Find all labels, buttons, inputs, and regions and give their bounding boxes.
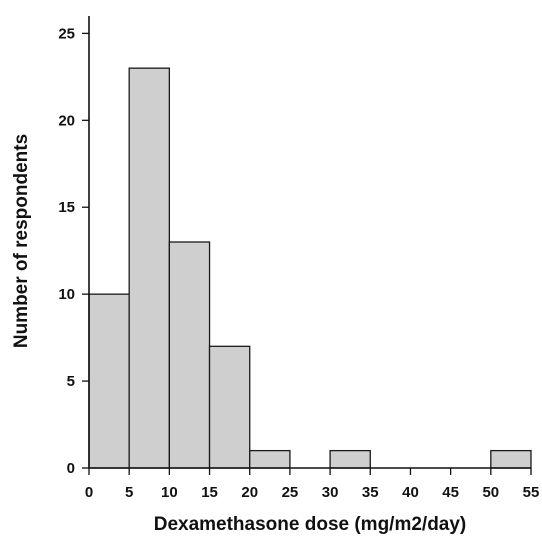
y-tick-label: 0 — [67, 460, 75, 477]
bar-0-5 — [88, 293, 130, 469]
x-axis-title: Dexamethasone dose (mg/m2/day) — [154, 514, 467, 535]
x-tick-label: 50 — [482, 484, 499, 501]
x-tick-label: 15 — [201, 484, 218, 501]
y-tick-label: 20 — [58, 112, 75, 129]
x-tick-label: 45 — [442, 484, 459, 501]
x-tick-label: 20 — [241, 484, 258, 501]
x-tick-label: 30 — [322, 484, 339, 501]
y-tick-label: 10 — [58, 286, 75, 303]
bar-15-20 — [208, 345, 251, 469]
x-axis-ticks: 0 5 10 15 20 25 30 35 40 45 50 55 — [85, 468, 540, 501]
x-tick-label: 0 — [85, 484, 93, 501]
y-axis-ticks: 0 5 10 15 20 25 — [58, 25, 89, 477]
y-axis-title: Number of respondents — [11, 134, 32, 348]
y-tick-label: 25 — [58, 25, 75, 42]
bars-group — [88, 67, 532, 469]
x-tick-label: 55 — [523, 484, 540, 501]
bar-50-55 — [490, 449, 532, 469]
x-tick-label: 35 — [362, 484, 379, 501]
x-tick-label: 5 — [125, 484, 133, 501]
bar-5-10 — [128, 67, 171, 469]
bar-10-15 — [168, 241, 211, 469]
bar-30-35 — [329, 449, 371, 469]
x-tick-label: 10 — [161, 484, 178, 501]
axes-group — [88, 16, 531, 469]
y-tick-label: 15 — [58, 199, 75, 216]
x-tick-label: 40 — [402, 484, 419, 501]
x-tick-label: 25 — [282, 484, 299, 501]
bar-20-25 — [249, 449, 291, 469]
y-tick-label: 5 — [67, 373, 75, 390]
